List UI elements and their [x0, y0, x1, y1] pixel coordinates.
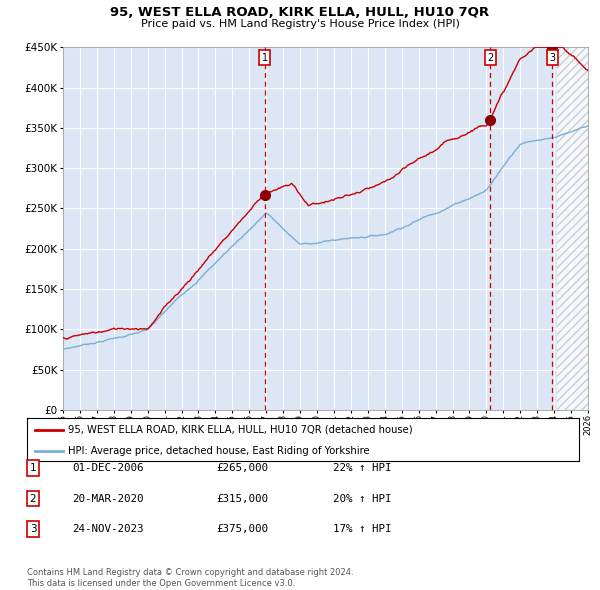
Text: 22% ↑ HPI: 22% ↑ HPI [333, 463, 392, 473]
Text: 01-DEC-2006: 01-DEC-2006 [72, 463, 143, 473]
Text: HPI: Average price, detached house, East Riding of Yorkshire: HPI: Average price, detached house, East… [68, 445, 370, 455]
Text: £375,000: £375,000 [216, 525, 268, 534]
Text: 17% ↑ HPI: 17% ↑ HPI [333, 525, 392, 534]
Text: Contains HM Land Registry data © Crown copyright and database right 2024.: Contains HM Land Registry data © Crown c… [27, 568, 353, 577]
Text: 20% ↑ HPI: 20% ↑ HPI [333, 494, 392, 503]
Text: 24-NOV-2023: 24-NOV-2023 [72, 525, 143, 534]
Text: £315,000: £315,000 [216, 494, 268, 503]
Text: Price paid vs. HM Land Registry's House Price Index (HPI): Price paid vs. HM Land Registry's House … [140, 19, 460, 29]
Text: £265,000: £265,000 [216, 463, 268, 473]
Text: 95, WEST ELLA ROAD, KIRK ELLA, HULL, HU10 7QR (detached house): 95, WEST ELLA ROAD, KIRK ELLA, HULL, HU1… [68, 425, 413, 435]
Text: 20-MAR-2020: 20-MAR-2020 [72, 494, 143, 503]
Text: 1: 1 [29, 463, 37, 473]
Text: This data is licensed under the Open Government Licence v3.0.: This data is licensed under the Open Gov… [27, 579, 295, 588]
Text: 2: 2 [487, 53, 493, 63]
Text: 95, WEST ELLA ROAD, KIRK ELLA, HULL, HU10 7QR: 95, WEST ELLA ROAD, KIRK ELLA, HULL, HU1… [110, 6, 490, 19]
Text: 3: 3 [29, 525, 37, 534]
Text: 2: 2 [29, 494, 37, 503]
Text: 3: 3 [550, 53, 556, 63]
Text: 1: 1 [262, 53, 268, 63]
